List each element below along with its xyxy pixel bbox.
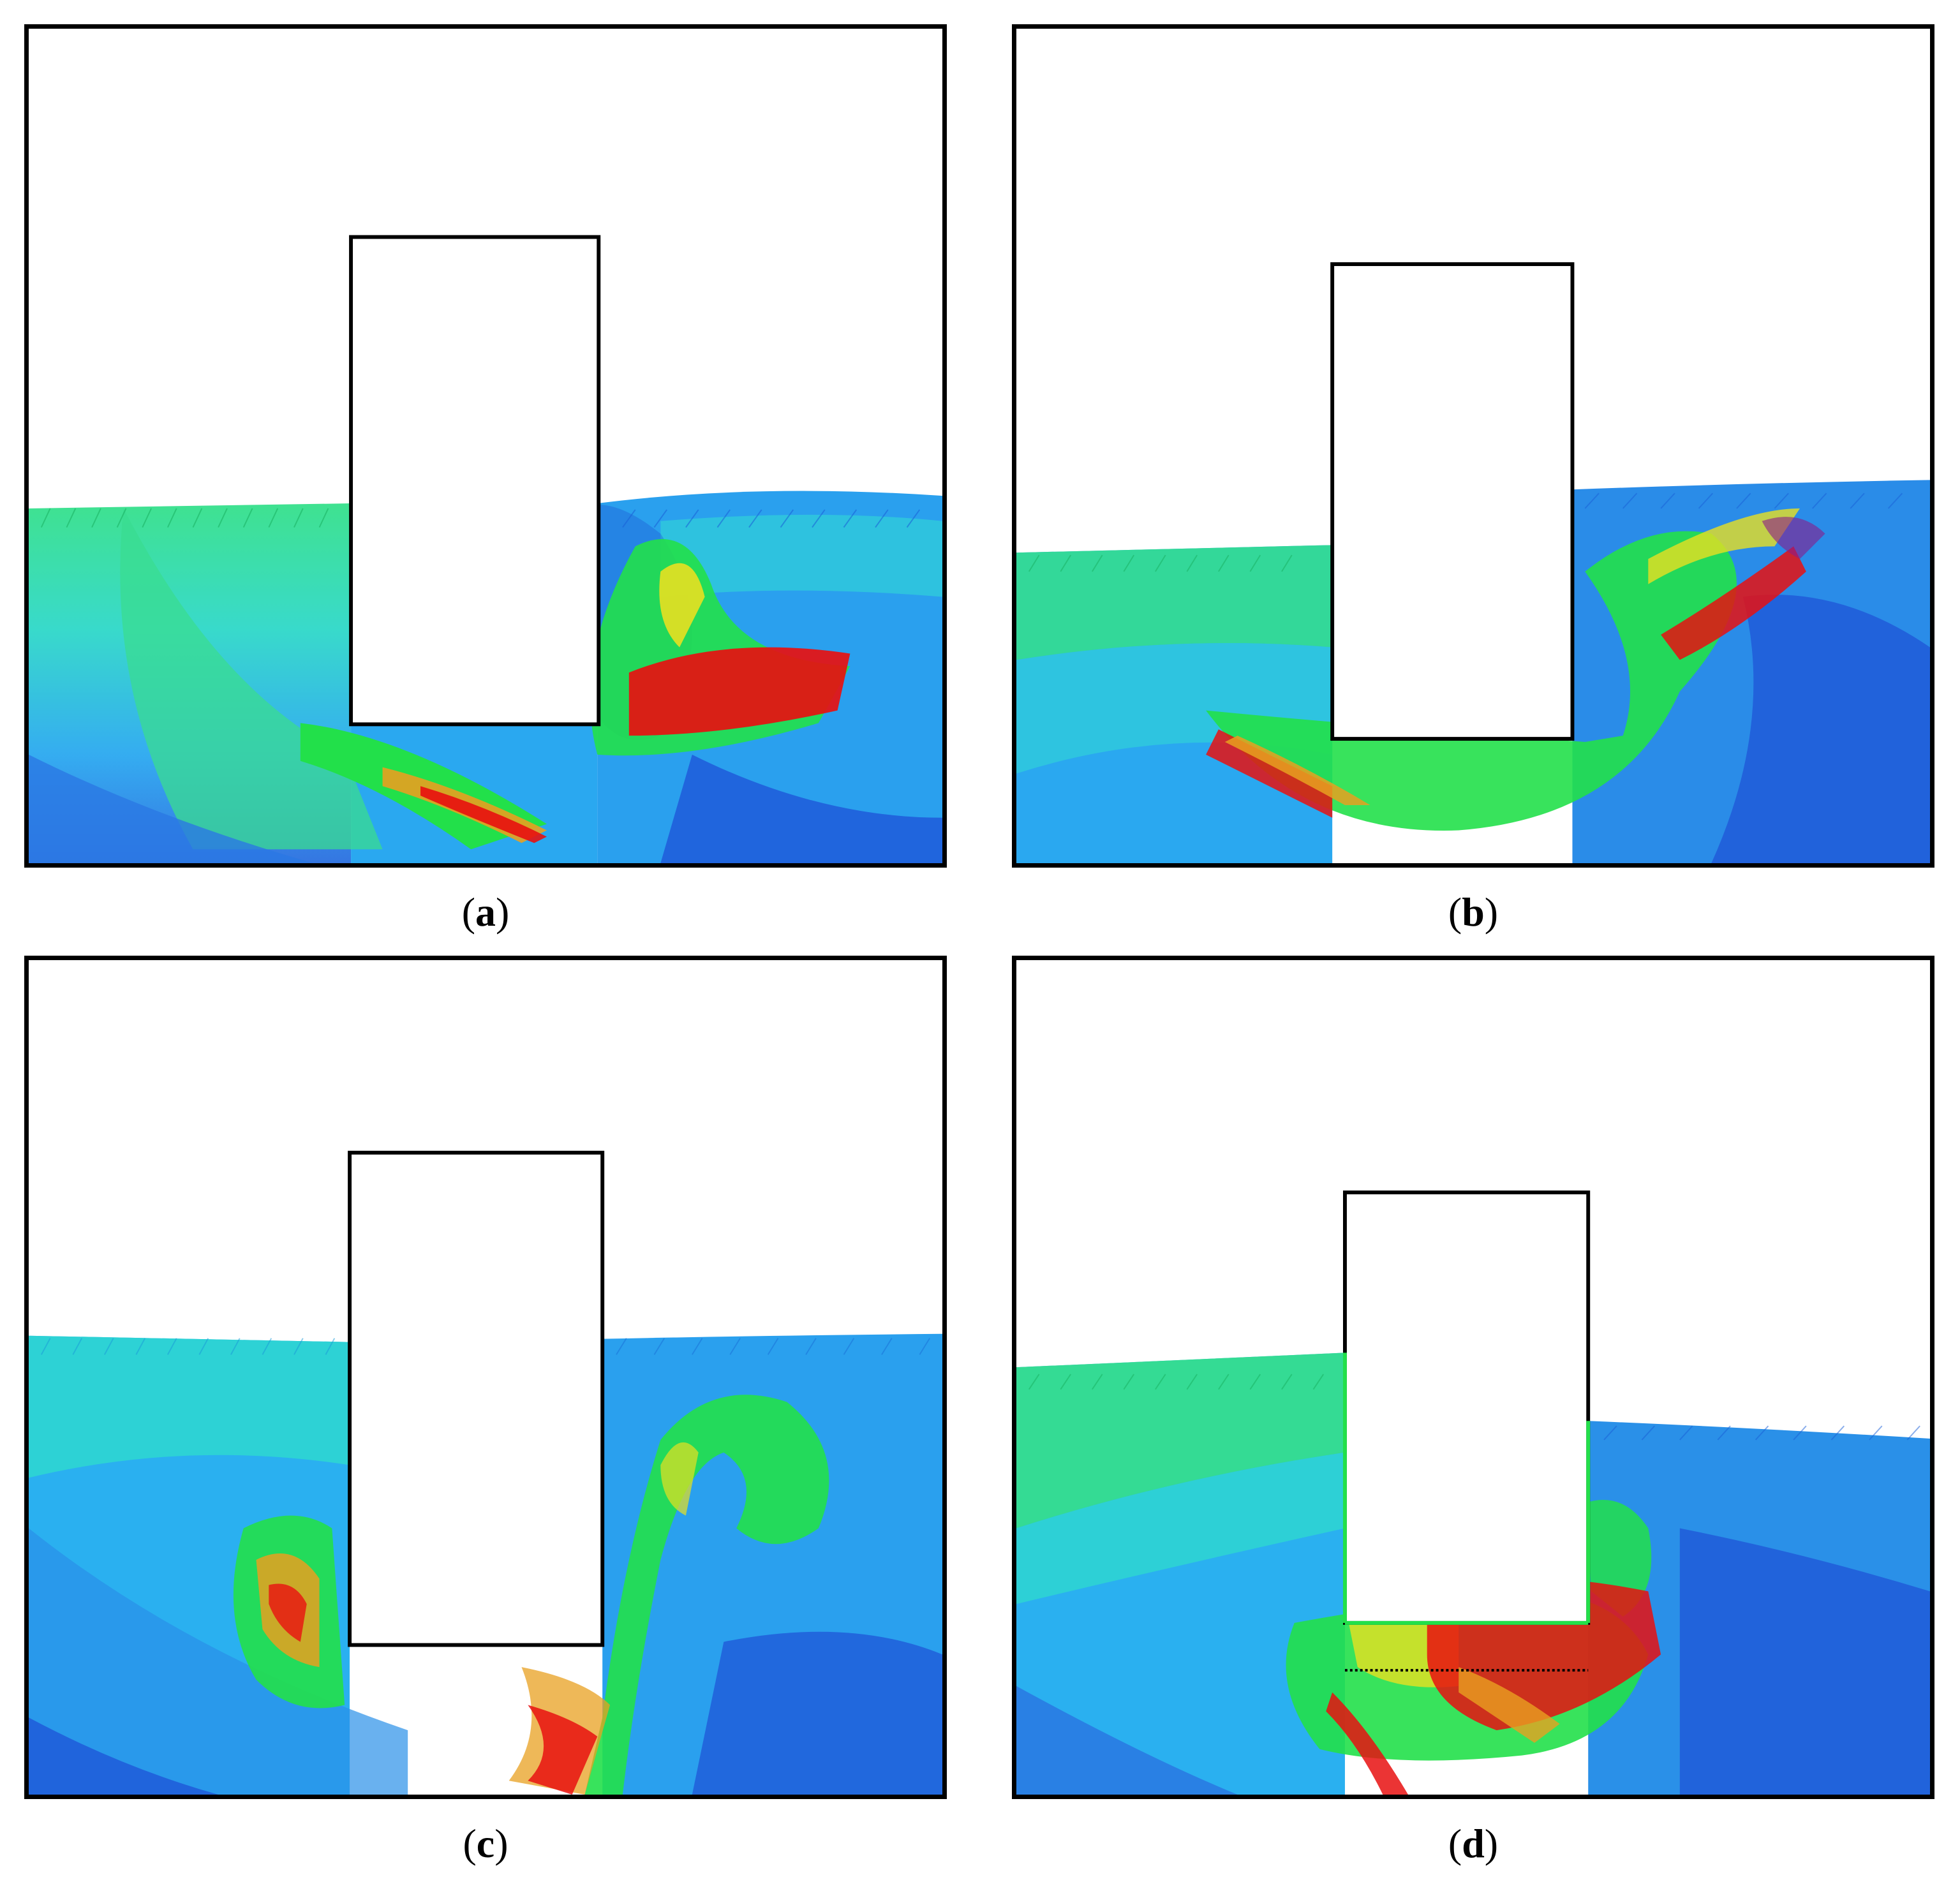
panel-b-vector-hatching: [1028, 493, 1903, 572]
panel-c-structure: [348, 1150, 605, 1647]
panel-d-structure: [1342, 1190, 1591, 1625]
panel-c-water-region: [29, 1333, 942, 1795]
caption-a: (a): [461, 889, 510, 935]
panel-b-velocity-field: [1012, 24, 1934, 868]
panel-a-vector-hatching: [40, 508, 921, 528]
panel-d-vector-hatching: [1028, 1374, 1920, 1441]
panel-d-svg: [1016, 1190, 1930, 1795]
panel-b-water-region: [1016, 480, 1930, 863]
panel-a-velocity-field: [24, 24, 947, 868]
panel-c-svg: [29, 1150, 942, 1795]
panel-c-vector-hatching: [40, 1338, 931, 1355]
panel-c-velocity-field: [24, 956, 947, 1799]
panel-d-velocity-field: [1012, 956, 1934, 1799]
panel-b-svg: [1016, 262, 1930, 863]
caption-b-letter: b: [1462, 889, 1485, 935]
caption-c: (c): [463, 1821, 509, 1866]
panel-a-structure: [349, 235, 601, 727]
panel-b-structure: [1330, 262, 1575, 741]
caption-d: (d): [1448, 1821, 1499, 1866]
caption-a-letter: a: [475, 889, 496, 935]
caption-d-letter: d: [1462, 1821, 1485, 1866]
panel-d-water-region: [1016, 1352, 1930, 1795]
caption-c-letter: c: [476, 1821, 495, 1866]
caption-b: (b): [1448, 889, 1499, 935]
panel-a-svg: [29, 235, 942, 863]
